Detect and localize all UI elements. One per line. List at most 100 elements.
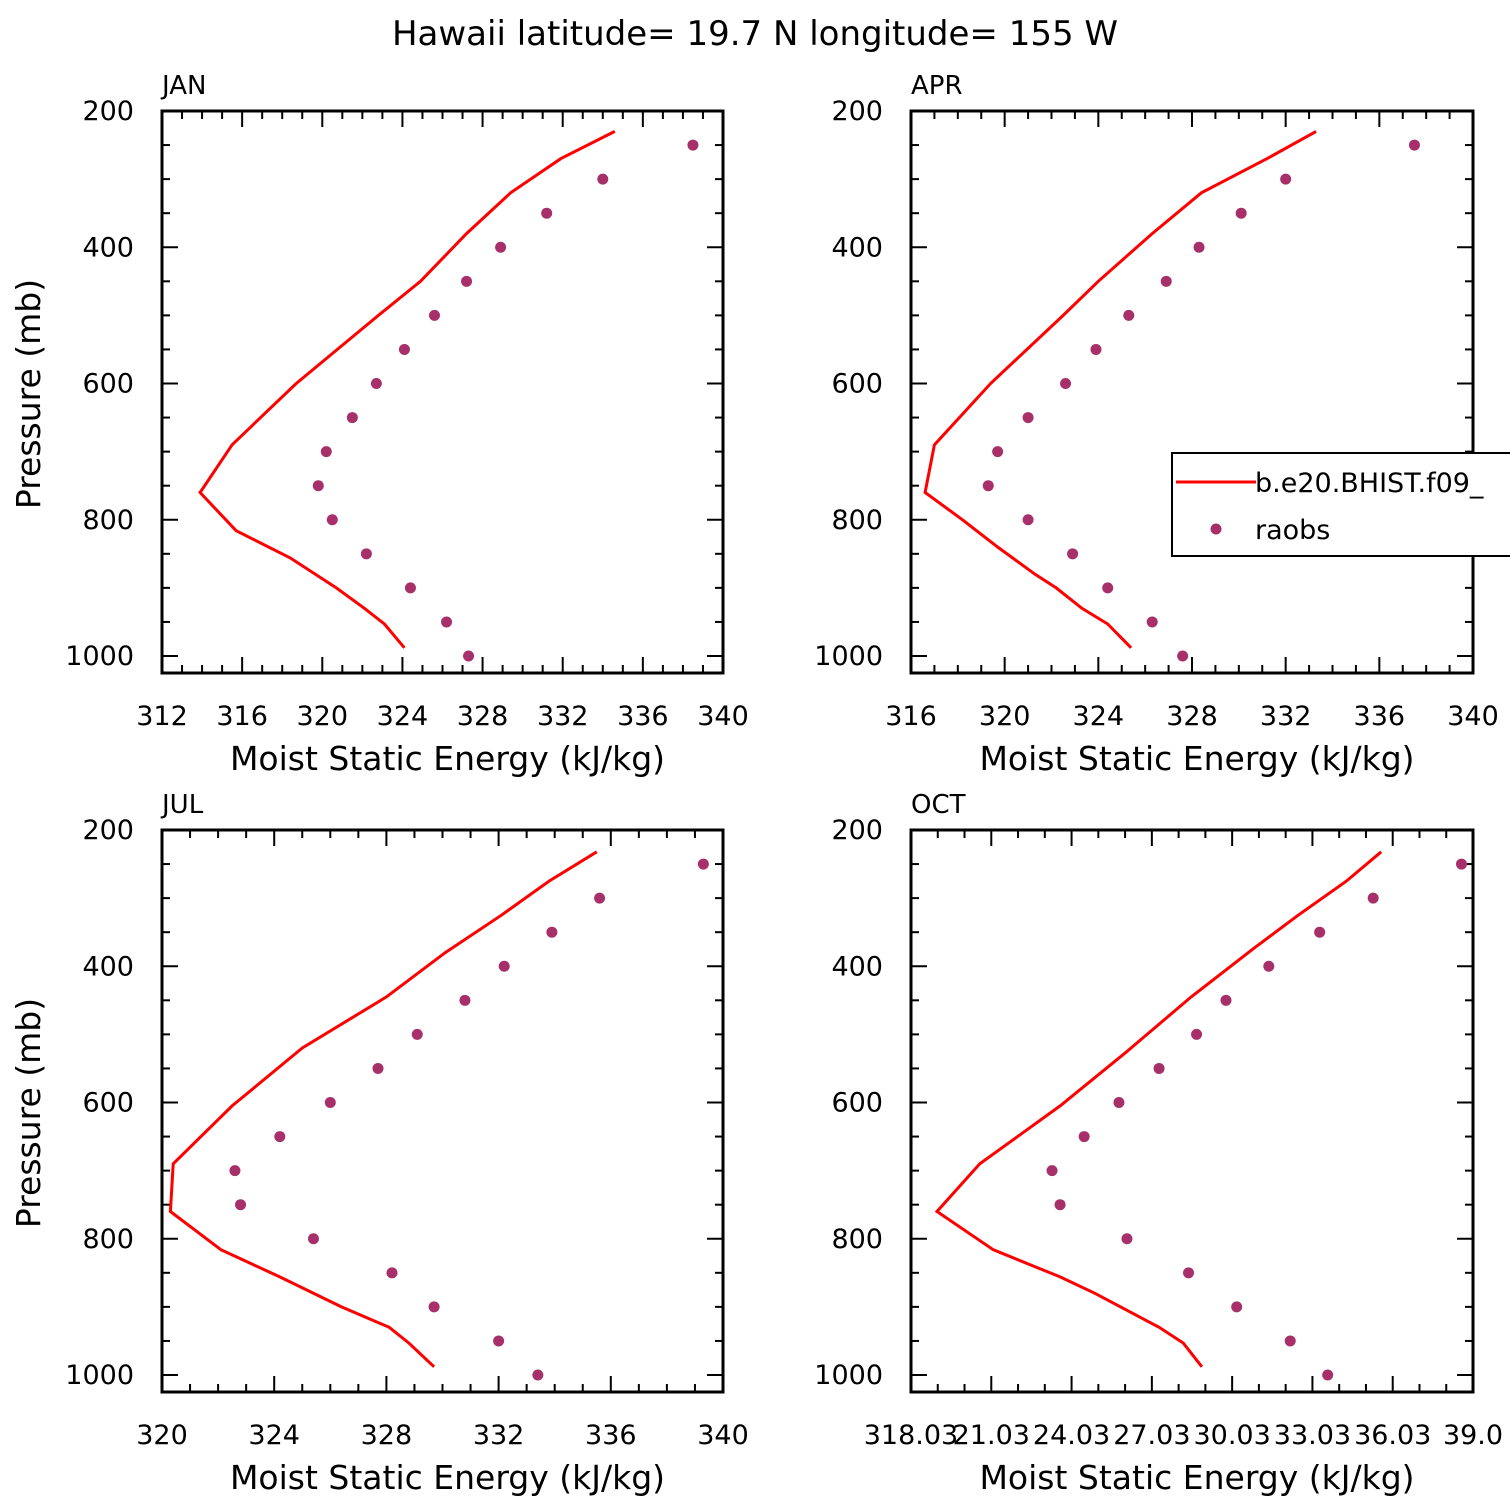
obs-point xyxy=(461,275,473,287)
x-tick-label: 340 xyxy=(697,701,749,732)
model-series-line xyxy=(934,850,1383,1368)
obs-point xyxy=(1022,412,1034,424)
x-tick-label: 320 xyxy=(979,701,1031,732)
obs-point xyxy=(1022,514,1034,526)
obs-point xyxy=(229,1165,241,1177)
x-tick-label: 36.03 xyxy=(1354,1420,1431,1451)
obs-point xyxy=(546,926,558,938)
obs-point xyxy=(1146,616,1158,628)
obs-point xyxy=(495,241,507,253)
x-tick-label: 324 xyxy=(1073,701,1125,732)
obs-point xyxy=(532,1369,544,1381)
x-tick-label: 30.03 xyxy=(1193,1420,1270,1451)
x-tick-label: 340 xyxy=(697,1420,749,1451)
x-tick-label: 328 xyxy=(1166,701,1218,732)
y-tick-label: 800 xyxy=(82,505,134,536)
obs-point xyxy=(1455,858,1467,870)
obs-point xyxy=(1367,892,1379,904)
plot-frame xyxy=(909,828,1475,1394)
obs-point xyxy=(1220,994,1232,1006)
obs-point xyxy=(498,960,510,972)
y-tick-label: 600 xyxy=(82,1088,134,1119)
x-tick-label: 320 xyxy=(136,1420,188,1451)
obs-point xyxy=(1153,1062,1165,1074)
y-axis-title: Pressure (mb) xyxy=(9,998,48,1228)
legend-obs-swatch xyxy=(1210,523,1222,535)
obs-point xyxy=(597,173,609,185)
y-tick-label: 400 xyxy=(82,232,134,263)
panel-label: OCT xyxy=(911,790,966,820)
y-tick-label: 1000 xyxy=(814,641,883,672)
obs-point xyxy=(1235,207,1247,219)
obs-point xyxy=(1160,275,1172,287)
x-tick-label: 332 xyxy=(537,701,589,732)
y-tick-label: 400 xyxy=(831,232,883,263)
obs-point xyxy=(697,858,709,870)
obs-point xyxy=(274,1131,286,1143)
obs-point xyxy=(1060,378,1072,389)
obs-point xyxy=(982,480,994,492)
obs-point xyxy=(1067,548,1079,560)
y-tick-label: 200 xyxy=(831,815,883,846)
x-tick-label: 340 xyxy=(1447,701,1499,732)
obs-point xyxy=(346,412,358,424)
panel-label: JAN xyxy=(160,71,206,101)
y-tick-label: 800 xyxy=(831,505,883,536)
obs-point xyxy=(411,1028,423,1040)
y-tick-label: 200 xyxy=(831,96,883,127)
panel-label: JUL xyxy=(160,790,204,820)
panel-apr: APR 316 320 324 328 332 336 340 200 400 600 800 1000… xyxy=(814,71,1498,778)
obs-point xyxy=(1078,1131,1090,1143)
x-tick-label: 324 xyxy=(377,701,429,732)
x-axis-title: Moist Static Energy (kJ/kg) xyxy=(979,739,1414,778)
y-tick-label: 400 xyxy=(831,951,883,982)
obs-point xyxy=(1177,650,1189,662)
x-tick-label: 312 xyxy=(136,701,188,732)
obs-point xyxy=(307,1233,319,1245)
x-tick-label: 21.03 xyxy=(953,1420,1030,1451)
x-axis-title: Moist Static Energy (kJ/kg) xyxy=(230,739,665,778)
obs-point xyxy=(1102,582,1114,594)
x-tick-label: 336 xyxy=(1354,701,1406,732)
y-tick-label: 1000 xyxy=(65,641,134,672)
obs-point xyxy=(324,1097,336,1108)
y-tick-label: 400 xyxy=(82,951,134,982)
obs-point xyxy=(1314,926,1326,938)
model-series-line xyxy=(168,850,598,1368)
obs-point xyxy=(1123,309,1135,321)
x-tick-label: 24.03 xyxy=(1033,1420,1110,1451)
x-tick-label: 332 xyxy=(1260,701,1312,732)
x-tick-label: 336 xyxy=(617,701,669,732)
obs-point xyxy=(1046,1165,1058,1177)
x-tick-label: 27.03 xyxy=(1113,1420,1190,1451)
x-tick-label: 320 xyxy=(297,701,349,732)
obs-point xyxy=(428,1301,440,1313)
obs-point xyxy=(428,309,440,321)
obs-point xyxy=(1121,1233,1133,1245)
x-tick-label: 332 xyxy=(473,1420,525,1451)
legend-obs-label: raobs xyxy=(1255,515,1330,546)
obs-point xyxy=(1280,173,1292,185)
y-tick-label: 800 xyxy=(82,1224,134,1255)
x-tick-label: 316 xyxy=(885,701,937,732)
legend-model-label: b.e20.BHIST.f09_ xyxy=(1255,468,1484,499)
y-tick-label: 600 xyxy=(831,369,883,400)
x-axis-title: Moist Static Energy (kJ/kg) xyxy=(979,1458,1414,1497)
panel-jan: JAN 312 316 320 324 328 332 336 340 200 400 600 800 1… xyxy=(9,71,749,778)
obs-point xyxy=(320,446,332,458)
y-tick-label: 200 xyxy=(82,815,134,846)
obs-point xyxy=(235,1199,247,1211)
obs-point xyxy=(404,582,416,594)
x-tick-label: 316 xyxy=(216,701,268,732)
y-tick-label: 1000 xyxy=(65,1360,134,1391)
obs-point xyxy=(687,139,699,151)
obs-point xyxy=(372,1062,384,1074)
obs-point xyxy=(1263,960,1275,972)
obs-point xyxy=(463,650,475,662)
obs-point xyxy=(594,892,606,904)
x-tick-label: 324 xyxy=(248,1420,300,1451)
obs-point xyxy=(398,343,410,355)
x-tick-label: 318.03 xyxy=(864,1420,958,1451)
